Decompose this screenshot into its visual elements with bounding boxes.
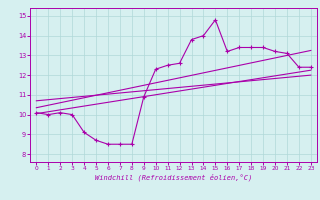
X-axis label: Windchill (Refroidissement éolien,°C): Windchill (Refroidissement éolien,°C) xyxy=(95,174,252,181)
